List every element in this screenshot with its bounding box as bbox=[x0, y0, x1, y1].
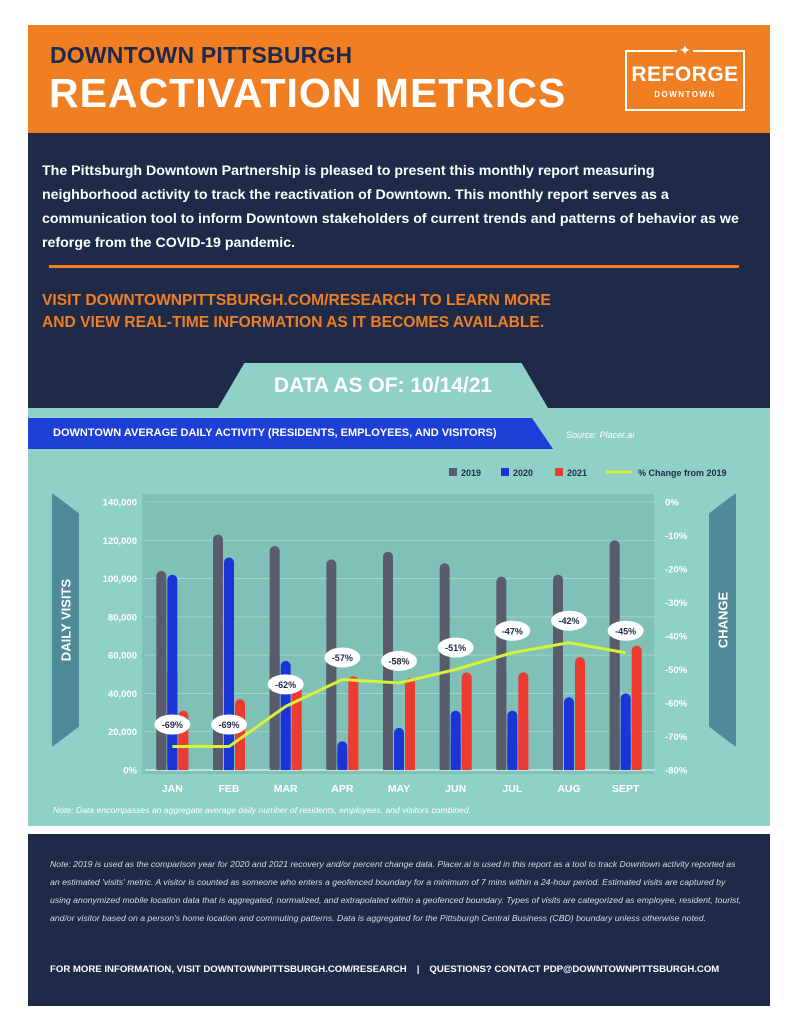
plot-area bbox=[142, 494, 654, 774]
visit-callout[interactable]: VISIT DOWNTOWNPITTSBURGH.COM/RESEARCH TO… bbox=[42, 290, 742, 334]
chart-source: Source: Placer.ai bbox=[566, 430, 635, 440]
y-axis-label-box bbox=[52, 493, 79, 747]
intro-section bbox=[28, 133, 770, 408]
chart-title-banner: DOWNTOWN AVERAGE DAILY ACTIVITY (RESIDEN… bbox=[28, 418, 553, 449]
logo-subtext: DOWNTOWN bbox=[654, 90, 716, 99]
footer-note: Note: 2019 is used as the comparison yea… bbox=[50, 859, 742, 923]
y-axis-label: DAILY VISITS bbox=[58, 578, 74, 662]
y2-axis-label-box bbox=[709, 493, 736, 747]
header-banner: DOWNTOWN PITTSBURGH REACTIVATION METRICS… bbox=[28, 25, 770, 133]
logo-wordmark: REFORGE bbox=[631, 63, 739, 86]
header-line-1: DOWNTOWN PITTSBURGH bbox=[50, 42, 353, 68]
contact-email-link[interactable]: QUESTIONS? CONTACT PDP@DOWNTOWNPITTSBURG… bbox=[429, 964, 720, 975]
footer-separator: | bbox=[416, 964, 420, 975]
more-info-link[interactable]: FOR MORE INFORMATION, VISIT DOWNTOWNPITT… bbox=[50, 964, 407, 975]
y2-axis-label: CHANGE bbox=[715, 591, 731, 649]
intro-text: The Pittsburgh Downtown Partnership is p… bbox=[42, 163, 739, 251]
footer-section bbox=[28, 834, 770, 1006]
visit-line-1: VISIT DOWNTOWNPITTSBURGH.COM/RESEARCH TO… bbox=[42, 292, 551, 309]
reforge-logo: ✦ REFORGE DOWNTOWN bbox=[625, 41, 745, 111]
footer-contact: FOR MORE INFORMATION, VISIT DOWNTOWNPITT… bbox=[50, 964, 719, 975]
sparkle-icon: ✦ bbox=[677, 41, 693, 59]
chart-title: DOWNTOWN AVERAGE DAILY ACTIVITY (RESIDEN… bbox=[53, 427, 497, 439]
divider bbox=[49, 265, 739, 268]
chart-note: Note: Data encompasses an aggregate aver… bbox=[53, 805, 471, 815]
data-date: DATA AS OF: 10/14/21 bbox=[273, 374, 493, 397]
data-date-tab: DATA AS OF: 10/14/21 bbox=[218, 363, 548, 408]
header-line-2: REACTIVATION METRICS bbox=[49, 70, 567, 116]
visit-line-2: AND VIEW REAL-TIME INFORMATION AS IT BEC… bbox=[42, 314, 545, 331]
